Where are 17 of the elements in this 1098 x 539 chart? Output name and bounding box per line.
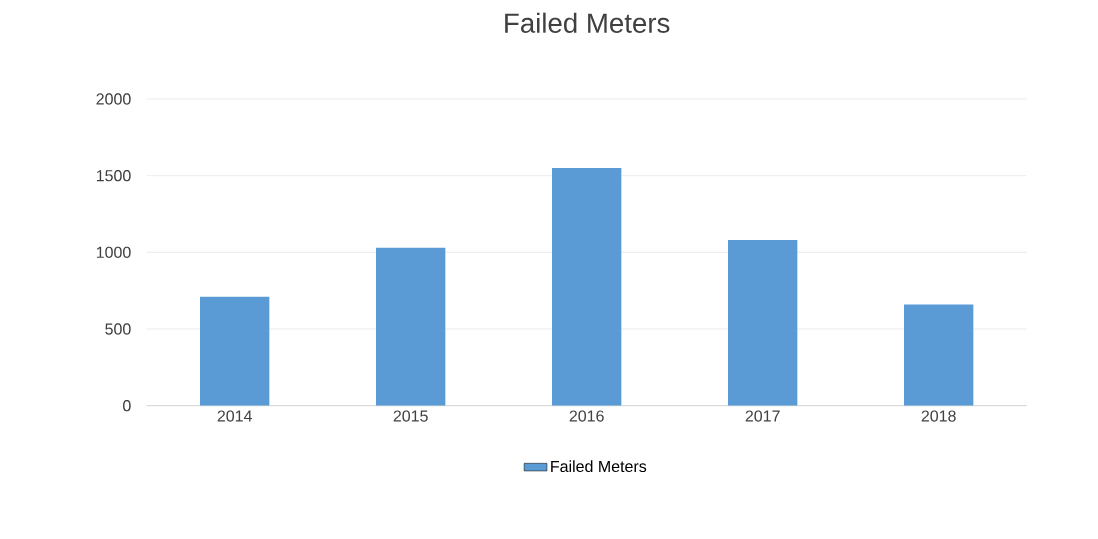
chart-title: Failed Meters (505, 12, 670, 33)
bar (904, 304, 974, 406)
y-tick-label: 2000 (96, 93, 131, 105)
x-tick-label: 2018 (921, 410, 956, 422)
x-tick-label: 2015 (393, 410, 428, 422)
legend-label: Failed Meters (551, 460, 647, 473)
x-tick-label: 2017 (745, 410, 780, 422)
x-tick-label: 2016 (569, 410, 604, 422)
y-tick-label: 500 (105, 323, 131, 335)
y-tick-label: 1500 (96, 170, 131, 182)
bar (376, 247, 446, 406)
bar (552, 168, 622, 406)
y-tick-label: 0 (123, 400, 131, 412)
x-tick-label: 2014 (217, 410, 252, 422)
bar (728, 240, 798, 406)
bar (200, 296, 270, 406)
y-tick-label: 1000 (96, 246, 131, 258)
